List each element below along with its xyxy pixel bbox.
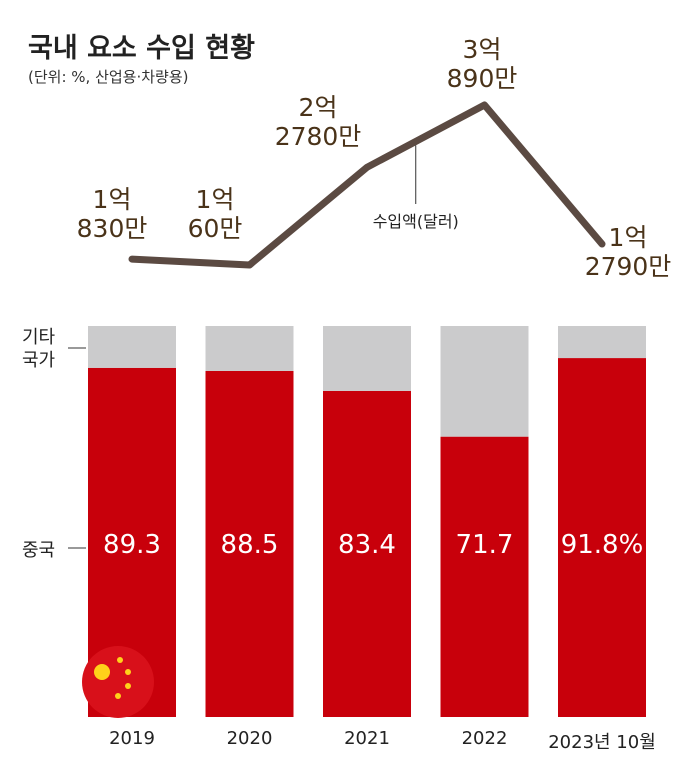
bar-segment [440, 436, 529, 717]
x-tick-label: 2019 [109, 728, 155, 749]
flag-star [115, 693, 121, 699]
value-label: 1억 830만 [76, 185, 148, 243]
value-label: 89.3 [103, 530, 161, 560]
series-label: 수입액(달러) [372, 212, 459, 231]
chart-subtitle: (단위: %, 산업용·차량용) [28, 68, 189, 86]
bar-segment [88, 326, 176, 368]
bar-segment [205, 370, 294, 717]
bar-segment [558, 326, 646, 359]
line [128, 101, 606, 269]
value-label: 1억 2790만 [584, 223, 672, 281]
flag-star [117, 657, 123, 663]
value-label: 1억 60만 [187, 185, 243, 243]
bar-segment [323, 390, 411, 717]
value-label: 88.5 [220, 530, 279, 560]
x-tick-label: 2022 [461, 728, 508, 749]
flag-star [125, 683, 131, 689]
value-label: 83.4 [338, 530, 396, 560]
legend-label: 기타 국가 [22, 327, 56, 372]
chart-title: 국내 요소 수입 현황 [28, 33, 255, 64]
bar-segment [323, 326, 411, 391]
flag-star [125, 669, 131, 675]
x-tick-label: 2020 [226, 728, 273, 749]
value-label: 91.8% [560, 530, 644, 560]
value-label: 2억 2780만 [274, 93, 362, 151]
legend-label: 중국 [22, 540, 56, 561]
value-label: 3억 890만 [446, 35, 518, 93]
bar-segment [558, 358, 646, 717]
flag-star [94, 664, 110, 680]
x-tick-label: 2023년 10월 [548, 732, 656, 753]
bar-segment [205, 326, 294, 371]
value-label: 71.7 [455, 530, 514, 560]
x-tick-label: 2021 [344, 728, 390, 749]
flag-emblem [82, 646, 154, 718]
bar-segment [440, 326, 529, 437]
